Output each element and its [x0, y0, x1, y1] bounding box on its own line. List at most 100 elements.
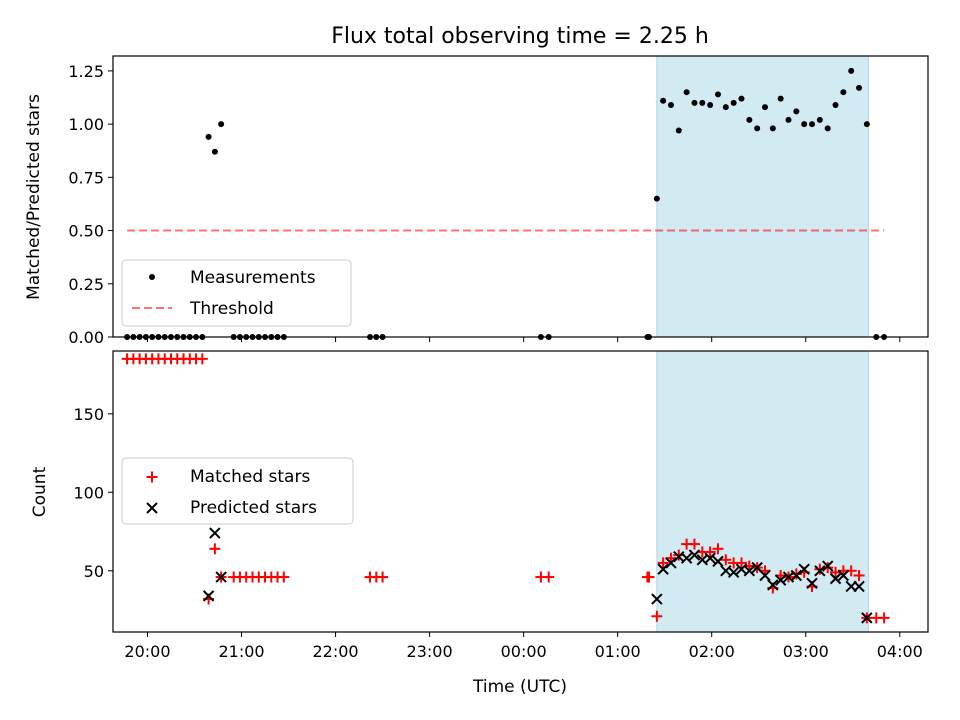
matched-star-point	[853, 569, 865, 581]
bottom-y-axis-label: Count	[30, 466, 50, 517]
bottom-y-axis: 50 100 150	[73, 405, 113, 581]
predicted-star-point	[651, 593, 663, 605]
top-y-axis: 0.00 0.25 0.50 0.75 1.00 1.25	[68, 62, 113, 347]
top-observing-span	[656, 55, 869, 338]
x-tick-label: 23:00	[407, 642, 453, 661]
measurement-point	[848, 67, 855, 74]
matched-star-point	[196, 353, 208, 365]
matched-star-point	[704, 546, 716, 558]
measurement-point	[785, 116, 792, 123]
predicted-star-point	[774, 574, 787, 586]
top-legend-box	[121, 259, 352, 327]
measurement-point	[863, 121, 870, 128]
predicted-star-point	[727, 566, 740, 579]
matched-star-point	[735, 557, 747, 569]
predicted-star-point	[759, 569, 771, 582]
y-tick-label: 150	[73, 405, 104, 424]
measurement-point	[205, 133, 212, 140]
y-tick-label: 0.75	[68, 168, 104, 187]
measurement-point	[832, 101, 839, 108]
predicted-star-point	[665, 557, 677, 569]
legend-marker-predicted	[146, 502, 158, 514]
predicted-star-point	[861, 612, 873, 624]
top-plot-marks	[124, 67, 888, 340]
predicted-star-point	[829, 572, 842, 585]
measurement-point	[699, 99, 706, 106]
chart-title: Flux total observing time = 2.25 h	[331, 24, 709, 49]
legend-marker-matched	[146, 471, 158, 483]
y-tick-label: 50	[84, 562, 104, 581]
x-tick-label: 04:00	[877, 642, 923, 661]
legend-label-predicted: Predicted stars	[190, 498, 317, 518]
bottom-observing-span	[656, 350, 869, 633]
measurement-point	[769, 125, 776, 132]
x-tick-label: 20:00	[124, 642, 170, 661]
y-tick-label: 100	[73, 483, 104, 502]
predicted-star-point	[821, 560, 834, 572]
bottom-plot-marks	[121, 353, 890, 624]
measurement-point	[738, 95, 745, 102]
legend-label-threshold: Threshold	[189, 299, 274, 319]
measurement-point	[707, 101, 714, 108]
measurement-point	[856, 84, 863, 91]
matched-star-point	[688, 538, 700, 550]
predicted-star-point	[215, 571, 227, 583]
measurement-point	[754, 125, 761, 132]
y-tick-label: 0.25	[68, 275, 104, 294]
matched-star-point	[878, 612, 890, 624]
measurement-point	[824, 125, 831, 132]
predicted-star-point	[798, 563, 810, 575]
predicted-star-point	[209, 527, 221, 539]
measurement-point	[730, 99, 737, 106]
matched-star-point	[377, 571, 389, 583]
matched-star-point	[643, 571, 655, 583]
measurement-point	[722, 104, 729, 111]
legend-marker-measurements	[149, 274, 155, 280]
predicted-star-point	[806, 577, 818, 590]
predicted-star-point	[790, 569, 803, 582]
x-tick-label: 02:00	[689, 642, 735, 661]
legend-label-measurements: Measurements	[190, 268, 316, 288]
predicted-star-point	[704, 552, 716, 564]
predicted-star-point	[814, 565, 826, 577]
matched-star-point	[720, 554, 732, 566]
measurement-point	[683, 89, 690, 96]
predicted-star-point	[837, 569, 850, 582]
bottom-axes-frame	[112, 350, 929, 633]
predicted-star-point	[712, 555, 724, 568]
predicted-star-point	[680, 552, 693, 564]
top-y-axis-label: Matched/Predicted stars	[24, 94, 44, 300]
measurement-point	[816, 116, 823, 123]
measurement-point	[840, 89, 847, 96]
top-x-ticks	[146, 337, 901, 342]
measurement-point	[762, 104, 768, 111]
x-tick-label: 03:00	[783, 642, 829, 661]
measurement-point	[675, 127, 682, 134]
matched-star-point	[209, 543, 221, 555]
measurement-point	[746, 116, 753, 123]
measurement-point	[793, 108, 800, 115]
measurement-point	[211, 148, 218, 155]
measurement-point	[667, 101, 674, 108]
measurement-point	[691, 99, 698, 106]
matched-star-point	[278, 571, 290, 583]
measurement-point	[660, 97, 667, 104]
top-panel: 0.00 0.25 0.50 0.75 1.00 1.25 Matched/Predict…	[24, 55, 929, 347]
bottom-legend: Matched stars Predicted stars	[121, 457, 354, 525]
x-axis-label: Time (UTC)	[472, 677, 567, 697]
bottom-x-axis: 20:00 21:00 22:00 23:00 00:00 01:00 02:00 03:00…	[124, 632, 923, 661]
predicted-star-point	[743, 565, 756, 577]
measurement-point	[777, 95, 784, 102]
measurement-point	[801, 121, 808, 128]
bottom-panel: 50 100 150 20:00 21:00 22:00 23:00 00:00 01:00 0…	[30, 350, 929, 697]
predicted-star-point	[688, 549, 701, 561]
top-axes-frame	[112, 55, 929, 338]
x-tick-label: 21:00	[218, 642, 264, 661]
y-tick-label: 0.00	[68, 328, 104, 347]
x-tick-label: 01:00	[595, 642, 641, 661]
predicted-star-point	[767, 579, 779, 591]
measurement-point	[653, 195, 660, 202]
predicted-star-point	[657, 563, 669, 575]
y-tick-label: 0.50	[68, 222, 104, 241]
